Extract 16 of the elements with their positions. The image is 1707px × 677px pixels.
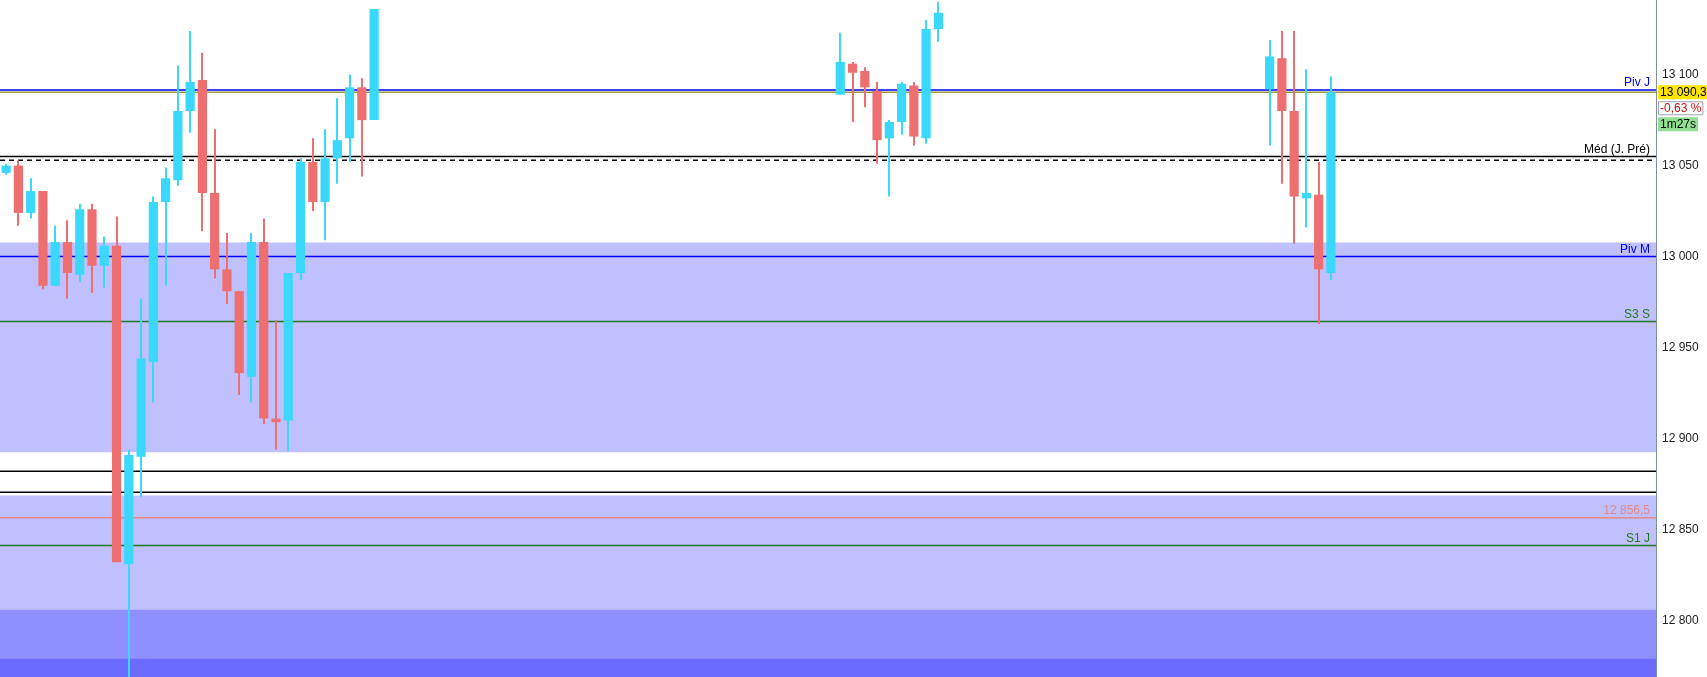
y-tick-label: 12 950 bbox=[1662, 339, 1700, 354]
ref-line-label: Méd (J. Pré) bbox=[1583, 141, 1650, 156]
y-tick-label: 13 000 bbox=[1662, 248, 1700, 263]
y-tick-label: 12 850 bbox=[1662, 521, 1700, 536]
ref-line-label: S3 S bbox=[1623, 306, 1650, 321]
text: 13 090,3 bbox=[1660, 84, 1707, 99]
y-tick-label: 12 900 bbox=[1662, 430, 1700, 445]
ref-line-label: 12 856,5 bbox=[1603, 502, 1651, 517]
ref-line-label: S1 J bbox=[1625, 530, 1650, 545]
ref-line-label: Piv J bbox=[1623, 75, 1650, 90]
text: -0,63 % bbox=[1660, 100, 1702, 115]
text: 1m27s bbox=[1660, 116, 1697, 131]
y-tick-label: 13 100 bbox=[1662, 66, 1700, 81]
ref-line-label: Piv M bbox=[1620, 241, 1650, 256]
y-tick-label: 12 800 bbox=[1662, 612, 1700, 627]
y-tick-label: 13 050 bbox=[1662, 157, 1700, 172]
